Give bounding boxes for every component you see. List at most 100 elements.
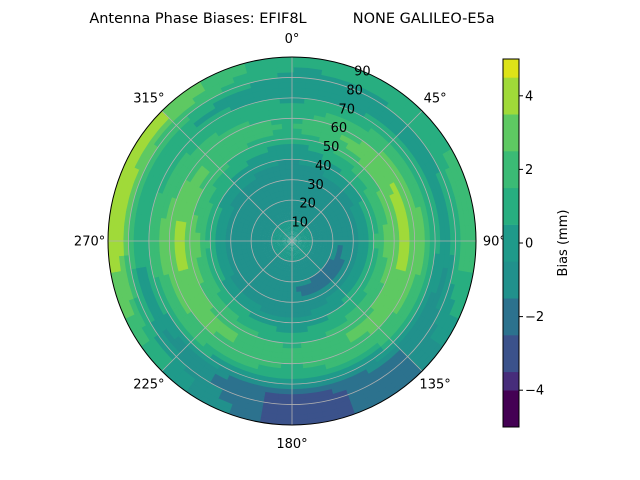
- contour-cell: [234, 333, 247, 344]
- contour-cell: [326, 106, 341, 117]
- contour-cell: [219, 227, 227, 236]
- contour-cell: [127, 165, 140, 184]
- contour-cell: [188, 230, 196, 241]
- contour-cell: [359, 382, 377, 396]
- contour-cell: [199, 271, 209, 283]
- colorbar-tick-label: 0: [525, 237, 533, 252]
- contour-cell: [428, 307, 441, 325]
- contour-cell: [143, 339, 159, 357]
- contour-cell: [432, 310, 446, 328]
- contour-cell: [129, 266, 139, 284]
- contour-cell: [325, 333, 338, 344]
- contour-cell: [285, 302, 292, 309]
- contour-cell: [429, 325, 444, 343]
- contour-cell: [150, 263, 159, 279]
- contour-cell: [407, 184, 419, 199]
- contour-cell: [214, 326, 228, 338]
- contour-cell: [459, 194, 470, 213]
- contour-cell: [118, 177, 130, 197]
- contour-cell: [232, 394, 250, 405]
- contour-cell: [292, 241, 295, 247]
- contour-cell: [188, 296, 200, 309]
- contour-cell: [282, 127, 294, 135]
- contour-cell: [134, 266, 144, 283]
- contour-cell: [339, 133, 353, 145]
- contour-cell: [152, 333, 167, 350]
- contour-cell: [156, 165, 169, 181]
- contour-cell: [216, 71, 235, 84]
- contour-cell: [322, 356, 336, 366]
- contour-cell: [393, 378, 411, 394]
- contour-cell: [297, 168, 306, 176]
- contour-cell: [277, 71, 294, 79]
- contour-cell: [140, 139, 155, 157]
- contour-cell: [158, 239, 165, 253]
- contour-cell: [162, 154, 176, 170]
- contour-cell: [412, 182, 423, 197]
- contour-cell: [341, 129, 355, 140]
- contour-cell: [338, 62, 358, 74]
- contour-cell: [287, 245, 291, 252]
- contour-cell: [293, 225, 297, 232]
- contour-cell: [299, 148, 310, 156]
- contour-cell: [295, 286, 302, 293]
- contour-cell: [321, 413, 340, 424]
- contour-cell: [430, 140, 445, 159]
- contour-cell: [278, 163, 287, 171]
- contour-cell: [404, 310, 417, 325]
- contour-cell: [243, 151, 254, 162]
- contour-cell: [139, 342, 155, 360]
- contour-cell: [112, 239, 119, 257]
- contour-cell: [297, 260, 302, 267]
- contour-cell: [296, 243, 302, 248]
- contour-cell: [439, 267, 449, 284]
- contour-cell: [361, 387, 380, 400]
- colorbar-level: [503, 298, 519, 336]
- colorbar-level: [503, 390, 519, 428]
- contour-cell: [348, 138, 361, 150]
- contour-cell: [142, 277, 153, 294]
- contour-cell: [170, 355, 187, 371]
- contour-cell: [400, 128, 416, 144]
- contour-cell: [282, 233, 289, 239]
- contour-cell: [281, 241, 288, 244]
- contour-cell: [384, 275, 394, 288]
- contour-cell: [414, 241, 421, 254]
- contour-cell: [298, 216, 304, 223]
- contour-cell: [207, 276, 217, 288]
- contour-cell: [419, 241, 426, 255]
- contour-cell: [262, 249, 269, 255]
- contour-cell: [328, 193, 337, 202]
- radial-tick-label: 50: [323, 140, 340, 155]
- contour-cell: [148, 239, 155, 254]
- contour-cell: [292, 238, 298, 241]
- contour-cell: [132, 167, 145, 186]
- contour-cell: [309, 249, 316, 255]
- contour-cell: [377, 114, 393, 129]
- contour-cell: [291, 307, 299, 314]
- contour-cell: [346, 119, 361, 132]
- contour-cell: [290, 358, 303, 365]
- contour-cell: [214, 226, 222, 235]
- contour-cell: [239, 324, 251, 335]
- contour-cell: [397, 200, 407, 214]
- contour-cell: [135, 198, 145, 215]
- contour-cell: [278, 86, 294, 94]
- contour-cell: [406, 346, 422, 363]
- contour-cell: [198, 301, 210, 314]
- contour-cell: [284, 260, 289, 267]
- contour-cell: [278, 373, 292, 380]
- azimuth-tick-label: 225°: [133, 378, 164, 393]
- contour-cell: [297, 306, 305, 314]
- contour-cell: [289, 230, 292, 237]
- contour-cell: [161, 285, 172, 300]
- contour-cell: [276, 66, 294, 73]
- contour-cell: [404, 230, 411, 243]
- contour-cell: [384, 366, 401, 381]
- contour-cell: [288, 241, 292, 247]
- contour-cell: [365, 131, 380, 144]
- contour-cell: [190, 194, 200, 207]
- contour-cell: [229, 100, 245, 112]
- contour-cell: [294, 245, 298, 252]
- contour-cell: [226, 95, 243, 107]
